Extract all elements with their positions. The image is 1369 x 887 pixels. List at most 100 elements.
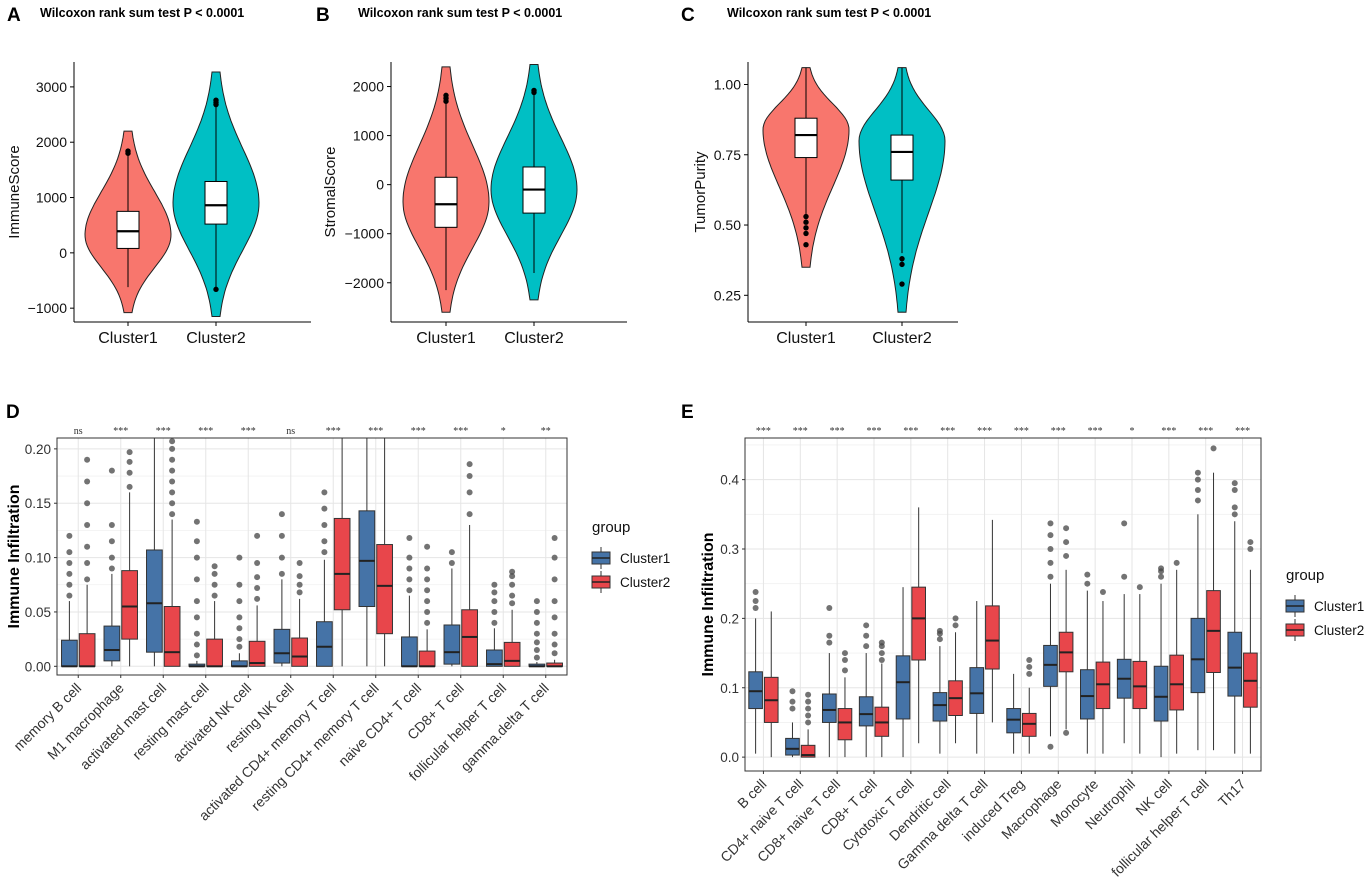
outlier-point	[84, 478, 91, 485]
outlier-point	[84, 521, 91, 528]
outlier-point	[424, 576, 431, 583]
panel-title: Wilcoxon rank sum test P < 0.0001	[727, 6, 931, 20]
box-cluster2	[890, 134, 914, 181]
box-cluster2	[418, 650, 436, 667]
y-tick-label: 0.4	[720, 473, 739, 488]
legend-label: Cluster2	[620, 575, 670, 590]
outlier-point	[1194, 487, 1201, 494]
outlier-point	[533, 598, 540, 605]
outlier-point	[236, 625, 243, 632]
outlier-point	[66, 592, 73, 599]
outlier-point	[296, 560, 303, 567]
x-category-label: Cluster2	[186, 330, 246, 347]
outlier-point	[491, 598, 498, 605]
outlier-point	[878, 639, 885, 646]
box-cluster1	[822, 693, 837, 723]
box-cluster1	[443, 624, 461, 665]
panel-label: A	[7, 5, 21, 26]
outlier-point	[551, 535, 558, 542]
outlier-point	[863, 632, 870, 639]
outlier-point	[424, 619, 431, 626]
outlier-point	[254, 560, 261, 567]
outlier-point	[491, 619, 498, 626]
x-category-label: Cluster1	[776, 330, 836, 347]
x-category-label: activated NK cell	[169, 680, 254, 765]
outlier-point	[66, 581, 73, 588]
outlier-point	[66, 532, 73, 539]
x-category-label: Cluster1	[98, 330, 158, 347]
outlier-point	[1231, 480, 1238, 487]
outlier-point	[789, 705, 796, 712]
outlier-point	[841, 667, 848, 674]
y-tick-label: −1000	[345, 226, 385, 242]
legend-title: group	[592, 519, 630, 536]
box-cluster2	[1095, 661, 1111, 710]
outlier-point	[1136, 584, 1143, 591]
significance-label: *	[501, 426, 506, 437]
outlier-point	[752, 589, 759, 596]
outlier-point	[254, 585, 261, 592]
significance-label: ns	[286, 426, 295, 437]
outlier-point	[193, 576, 200, 583]
y-tick-label: 0.1	[720, 681, 739, 696]
outlier-point	[169, 511, 176, 518]
outlier-point	[863, 622, 870, 629]
panel-label: B	[316, 5, 330, 26]
outlier-point	[805, 719, 812, 726]
outlier-point	[509, 568, 516, 575]
outlier-point	[296, 589, 303, 596]
outlier-point	[443, 92, 449, 99]
y-tick-label: 0.2	[720, 611, 739, 626]
significance-label: ***	[1051, 426, 1066, 437]
legend-title: group	[1286, 567, 1324, 584]
box-cluster1	[969, 667, 985, 714]
outlier-point	[789, 698, 796, 705]
outlier-point	[406, 565, 413, 572]
outlier-point	[424, 543, 431, 550]
outlier-point	[211, 570, 218, 577]
outlier-point	[448, 549, 455, 556]
significance-label: ***	[368, 426, 383, 437]
outlier-point	[533, 630, 540, 637]
y-axis-title: TumorPurity	[692, 151, 709, 233]
outlier-point	[108, 554, 115, 561]
outlier-point	[1247, 539, 1254, 546]
outlier-point	[533, 619, 540, 626]
outlier-point	[491, 608, 498, 615]
outlier-point	[424, 565, 431, 572]
outlier-point	[254, 595, 261, 602]
box-cluster2	[163, 606, 181, 667]
box-cluster2	[800, 744, 816, 758]
outlier-point	[66, 560, 73, 567]
outlier-point	[936, 636, 943, 643]
outlier-point	[863, 643, 870, 650]
outlier-point	[551, 641, 558, 648]
outlier-point	[236, 643, 243, 650]
outlier-point	[193, 652, 200, 659]
y-tick-label: −2000	[345, 275, 385, 291]
box-cluster1	[785, 737, 800, 756]
outlier-point	[1047, 532, 1054, 539]
outlier-point	[321, 549, 328, 556]
outlier-point	[509, 581, 516, 588]
outlier-point	[84, 576, 91, 583]
outlier-point	[296, 581, 303, 588]
outlier-point	[826, 632, 833, 639]
box-cluster2	[985, 605, 1000, 670]
outlier-point	[169, 438, 176, 445]
outlier-point	[466, 489, 473, 496]
outlier-point	[551, 598, 558, 605]
outlier-point	[805, 698, 812, 705]
outlier-point	[108, 467, 115, 474]
panel-d: D 0.00 0.05 0.10 0.15 0.20 Immune Infiltration…	[6, 402, 670, 824]
outlier-point	[1047, 546, 1054, 552]
outlier-point	[1121, 573, 1128, 580]
outlier-point	[254, 574, 261, 581]
y-tick-label: 0.20	[25, 442, 51, 457]
outlier-point	[424, 608, 431, 615]
panel-b: B Wilcoxon rank sum test P < 0.0001 −2000 −…	[316, 5, 627, 347]
outlier-point	[789, 688, 796, 695]
y-tick-label: 1.00	[714, 76, 741, 92]
outlier-point	[84, 543, 91, 550]
outlier-point	[952, 622, 959, 629]
